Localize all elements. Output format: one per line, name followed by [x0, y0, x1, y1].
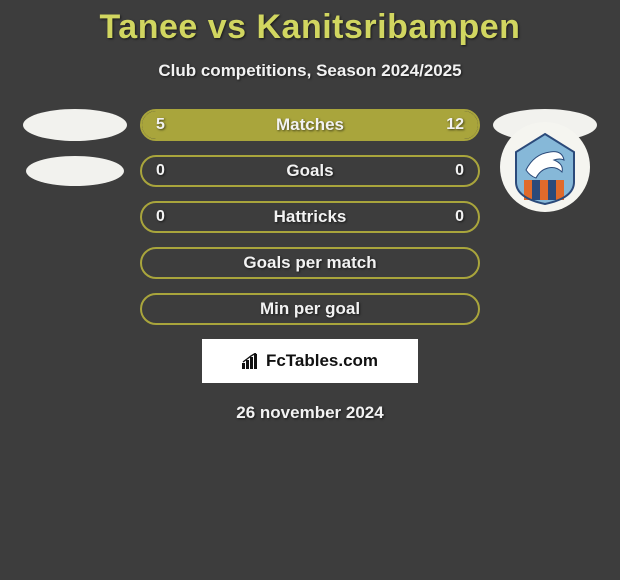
- stat-bar: 0 Hattricks 0: [140, 201, 480, 233]
- subtitle: Club competitions, Season 2024/2025: [0, 61, 620, 81]
- club-logo-icon: [500, 122, 590, 212]
- player1-club-placeholder: [26, 156, 124, 186]
- bar-outline: Min per goal: [140, 293, 480, 325]
- stat-bar: 0 Goals 0: [140, 155, 480, 187]
- left-avatar-slot: [10, 156, 140, 186]
- brand-box: FcTables.com: [202, 339, 418, 383]
- stat-value-right: 0: [455, 203, 464, 231]
- stat-label: Hattricks: [142, 203, 478, 231]
- bar-outline: Goals per match: [140, 247, 480, 279]
- page-title: Tanee vs Kanitsribampen: [0, 8, 620, 47]
- stat-row: Min per goal: [0, 293, 620, 325]
- stat-bar: Goals per match: [140, 247, 480, 279]
- bar-outline: 5 Matches 12: [140, 109, 480, 141]
- comparison-card: Tanee vs Kanitsribampen Club competition…: [0, 0, 620, 423]
- stat-label: Goals per match: [142, 249, 478, 277]
- left-avatar-slot: [10, 109, 140, 141]
- stat-bar: Min per goal: [140, 293, 480, 325]
- bars-icon: [242, 353, 262, 369]
- player1-avatar-placeholder: [23, 109, 127, 141]
- stat-value-right: 12: [446, 111, 464, 139]
- stat-value-right: 0: [455, 157, 464, 185]
- stat-label: Min per goal: [142, 295, 478, 323]
- stat-row: 0 Goals 0: [0, 155, 620, 187]
- stat-bar: 5 Matches 12: [140, 109, 480, 141]
- stat-label: Matches: [142, 111, 478, 139]
- brand-label: FcTables.com: [242, 351, 378, 371]
- stat-row: Goals per match: [0, 247, 620, 279]
- bar-outline: 0 Hattricks 0: [140, 201, 480, 233]
- player2-club-logo: [500, 122, 590, 212]
- brand-text: FcTables.com: [266, 351, 378, 371]
- date-label: 26 november 2024: [0, 403, 620, 423]
- bar-outline: 0 Goals 0: [140, 155, 480, 187]
- stat-label: Goals: [142, 157, 478, 185]
- stat-row: 0 Hattricks 0: [0, 201, 620, 233]
